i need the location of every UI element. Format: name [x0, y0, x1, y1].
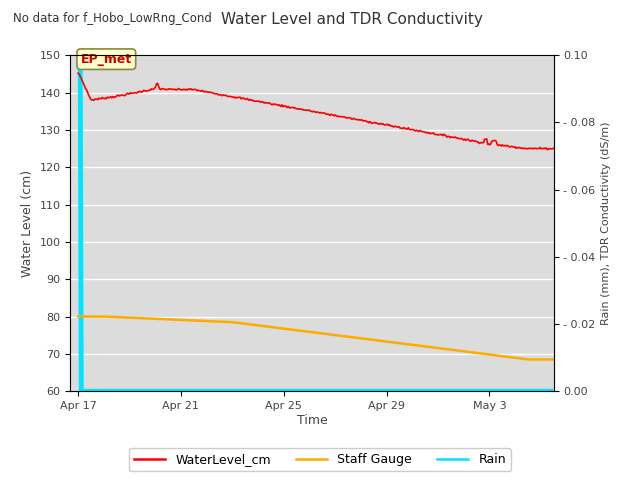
- Line: Rain: Rain: [78, 55, 554, 391]
- Text: EP_met: EP_met: [81, 53, 132, 66]
- Y-axis label: Water Level (cm): Water Level (cm): [21, 169, 34, 277]
- Line: WaterLevel_cm: WaterLevel_cm: [78, 73, 554, 150]
- WaterLevel_cm: [550, 145, 557, 151]
- Rain: [477, 388, 484, 394]
- Rain: [317, 388, 324, 394]
- Staff Gauge: [307, 329, 315, 335]
- Staff Gauge: [316, 330, 323, 336]
- WaterLevel_cm: [500, 143, 508, 149]
- Staff Gauge: [324, 331, 332, 337]
- X-axis label: Time: Time: [296, 414, 328, 427]
- Staff Gauge: [525, 357, 532, 362]
- Rain: [325, 388, 333, 394]
- Staff Gauge: [476, 350, 483, 356]
- Rain: [500, 388, 508, 394]
- Rain: [550, 388, 557, 394]
- Staff Gauge: [284, 326, 291, 332]
- WaterLevel_cm: [307, 108, 315, 114]
- Text: No data for f_Hobo_LowRng_Cond: No data for f_Hobo_LowRng_Cond: [13, 12, 212, 25]
- Rain: [77, 388, 85, 394]
- Staff Gauge: [500, 353, 508, 359]
- WaterLevel_cm: [543, 147, 551, 153]
- WaterLevel_cm: [284, 105, 291, 110]
- Text: Water Level and TDR Conductivity: Water Level and TDR Conductivity: [221, 12, 483, 27]
- WaterLevel_cm: [476, 141, 483, 146]
- Legend: WaterLevel_cm, Staff Gauge, Rain: WaterLevel_cm, Staff Gauge, Rain: [129, 448, 511, 471]
- Rain: [284, 388, 292, 394]
- Y-axis label: Rain (mm), TDR Conductivity (dS/m): Rain (mm), TDR Conductivity (dS/m): [601, 121, 611, 325]
- Rain: [74, 52, 82, 58]
- Line: Staff Gauge: Staff Gauge: [78, 316, 554, 360]
- WaterLevel_cm: [74, 70, 82, 76]
- WaterLevel_cm: [316, 110, 323, 116]
- Staff Gauge: [74, 313, 82, 319]
- Staff Gauge: [550, 357, 557, 362]
- WaterLevel_cm: [324, 111, 332, 117]
- Rain: [308, 388, 316, 394]
